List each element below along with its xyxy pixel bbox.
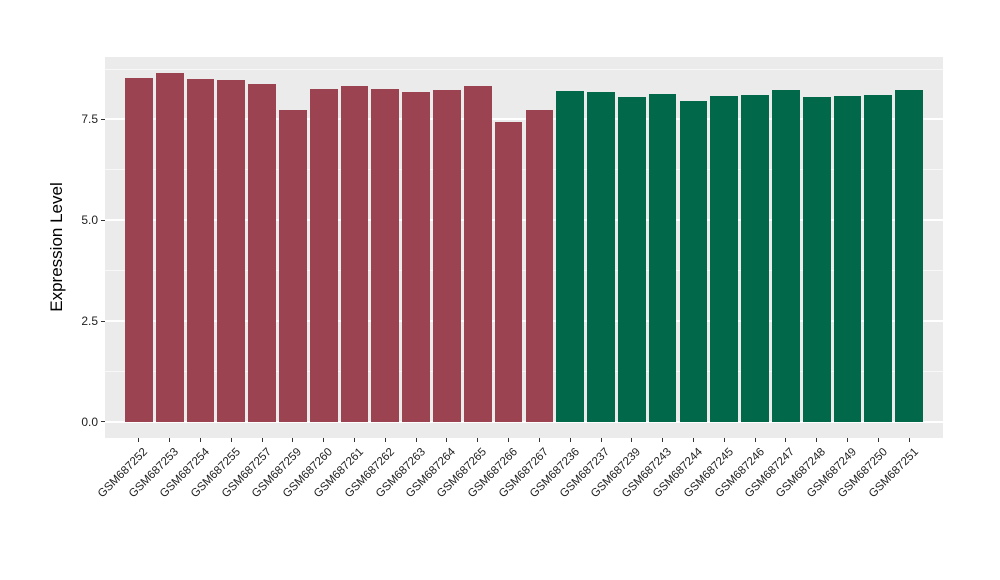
y-tick-mark: [101, 320, 105, 322]
major-gridline: [105, 219, 943, 222]
x-tick-mark: [754, 438, 756, 442]
x-tick-mark: [723, 438, 725, 442]
bar-GSM687257: [248, 83, 276, 422]
bar-GSM687266: [494, 121, 523, 422]
y-tick-mark: [101, 118, 105, 120]
y-tick-label: 5.0: [81, 213, 98, 228]
major-gridline: [105, 320, 943, 323]
bar-GSM687267: [525, 110, 554, 422]
x-tick-mark: [908, 438, 910, 442]
x-tick-mark: [323, 438, 325, 442]
bar-GSM687255: [217, 79, 246, 422]
x-tick-mark: [261, 438, 263, 442]
y-tick-label: 0.0: [81, 414, 98, 429]
y-tick-label: 7.5: [81, 112, 98, 127]
x-tick-mark: [169, 438, 171, 442]
bar-GSM687264: [433, 89, 461, 422]
bar-GSM687252: [125, 77, 153, 422]
bar-GSM687246: [741, 94, 769, 422]
bar-GSM687243: [648, 93, 677, 422]
y-tick-label: 2.5: [81, 314, 98, 329]
minor-gridline: [105, 68, 943, 70]
x-tick-mark: [354, 438, 356, 442]
y-tick-mark: [101, 421, 105, 423]
bar-GSM687261: [340, 85, 369, 422]
minor-gridline: [105, 370, 943, 372]
minor-gridline: [105, 169, 943, 171]
x-tick-mark: [230, 438, 232, 442]
x-tick-mark: [538, 438, 540, 442]
x-tick-mark: [600, 438, 602, 442]
bar-GSM687237: [587, 92, 615, 422]
x-tick-mark: [662, 438, 664, 442]
bar-GSM687251: [895, 89, 923, 422]
bar-GSM687259: [279, 110, 307, 422]
x-tick-mark: [569, 438, 571, 442]
x-tick-mark: [200, 438, 201, 442]
bar-GSM687260: [309, 88, 338, 422]
x-tick-mark: [384, 438, 386, 442]
bar-GSM687245: [710, 96, 739, 422]
bar-GSM687248: [802, 96, 831, 422]
major-gridline: [105, 420, 943, 423]
x-tick-mark: [692, 438, 694, 442]
bar-GSM687250: [864, 94, 893, 422]
x-tick-mark: [292, 438, 294, 442]
x-tick-mark: [877, 438, 879, 442]
x-tick-mark: [477, 438, 479, 442]
major-gridline: [105, 118, 943, 121]
x-tick-mark: [415, 438, 417, 442]
bar-GSM687249: [833, 95, 862, 422]
y-tick-mark: [101, 219, 105, 221]
bar-GSM687236: [556, 91, 585, 422]
minor-gridline: [105, 270, 943, 272]
bar-GSM687262: [371, 88, 400, 422]
x-tick-mark: [846, 438, 848, 442]
bar-GSM687254: [186, 78, 215, 422]
bar-GSM687265: [463, 86, 492, 422]
x-tick-mark: [631, 438, 633, 442]
bar-GSM687253: [155, 73, 184, 422]
x-tick-mark: [785, 438, 787, 442]
y-axis-title: Expression Level: [47, 182, 66, 312]
plot-panel: [105, 57, 943, 438]
bar-GSM687263: [402, 92, 431, 422]
x-tick-mark: [508, 438, 510, 442]
bar-GSM687239: [617, 96, 646, 422]
bar-GSM687244: [679, 100, 708, 422]
x-tick-mark: [816, 438, 818, 442]
x-tick-mark: [138, 438, 140, 442]
x-tick-mark: [446, 438, 448, 442]
bar-GSM687247: [772, 90, 800, 422]
